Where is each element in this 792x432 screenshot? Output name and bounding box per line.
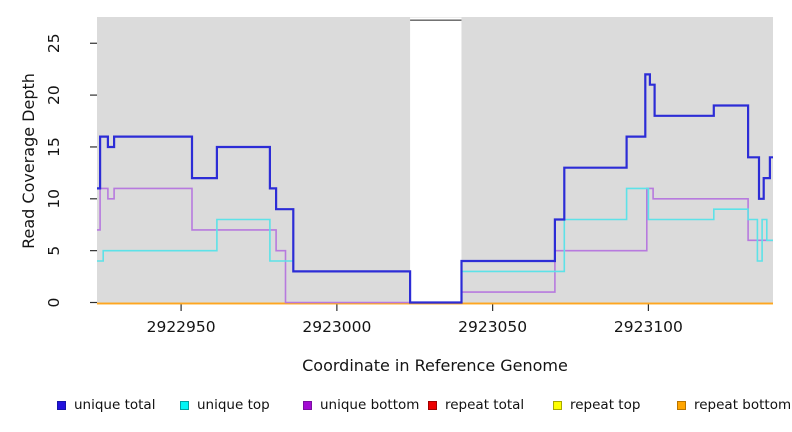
plot-layer: 0 5 10 15 20 25 2922950 2923000 2923050 2923100 <box>45 17 773 336</box>
unique-top-swatch-icon <box>180 401 189 410</box>
y-axis-title: Read Coverage Depth <box>19 73 38 249</box>
y-tick-label: 20 <box>45 85 63 105</box>
series-line-unique-bottom <box>97 187 773 304</box>
x-axis-title: Coordinate in Reference Genome <box>302 356 568 375</box>
unique-bottom-swatch-icon <box>303 401 312 410</box>
legend-label: repeat total <box>445 397 525 413</box>
x-tick-label: 2923100 <box>614 318 683 336</box>
repeat-bottom-swatch-icon <box>677 401 686 410</box>
legend-label: unique bottom <box>320 397 420 413</box>
y-tick-label: 5 <box>45 246 63 256</box>
series-line-unique-total <box>97 73 773 304</box>
x-tick-label: 2923000 <box>302 318 371 336</box>
no-data-gap-band <box>410 17 462 303</box>
unique-total-swatch-icon <box>57 401 66 410</box>
repeat-top-swatch-icon <box>553 401 562 410</box>
y-tick-label: 10 <box>45 189 63 209</box>
x-tick-label: 2922950 <box>147 318 216 336</box>
y-tick-label: 25 <box>45 33 63 53</box>
y-tick-label: 0 <box>45 298 63 308</box>
series-line-unique-top <box>97 187 773 304</box>
legend-label: repeat bottom <box>694 397 792 413</box>
y-tick-label: 15 <box>45 137 63 157</box>
legend: unique total unique top unique bottom re… <box>0 396 792 426</box>
repeat-total-swatch-icon <box>428 401 437 410</box>
chart-canvas: 0 5 10 15 20 25 2922950 2923000 2923050 2923100 C… <box>19 17 773 375</box>
legend-label: unique total <box>74 397 156 413</box>
x-tick-label: 2923050 <box>458 318 527 336</box>
legend-label: unique top <box>197 397 270 413</box>
legend-label: repeat top <box>570 397 641 413</box>
